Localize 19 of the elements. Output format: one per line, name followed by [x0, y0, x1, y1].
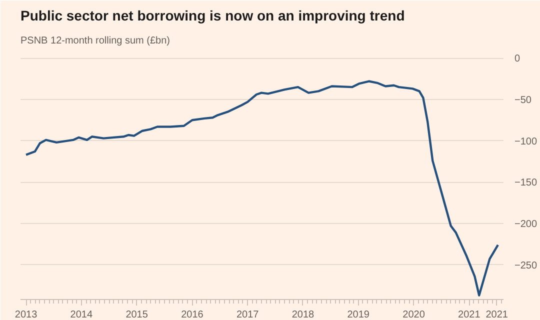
y-tick-label: −100 — [514, 136, 538, 148]
x-tick-label: 2018 — [292, 310, 315, 320]
x-tick-label: 2017 — [236, 310, 260, 320]
y-tick-label: −150 — [514, 178, 538, 189]
chart-subtitle: PSNB 12-month rolling sum (£bn) — [20, 36, 170, 46]
chart-title: Public sector net borrowing is now on an improving trend — [20, 8, 405, 24]
x-tick-label: 2021 — [486, 310, 508, 320]
x-tick-label: 2014 — [70, 310, 93, 320]
line-series — [24, 80, 500, 296]
x-tick-label: 2015 — [126, 310, 148, 320]
x-tick-label: 2019 — [347, 310, 370, 320]
x-tick-label: 2020 — [402, 310, 426, 320]
y-tick-label: 0 — [514, 54, 520, 65]
y-tick-label: −50 — [514, 94, 532, 106]
x-tick-label: 2013 — [14, 310, 38, 320]
y-tick-label: −250 — [514, 260, 538, 272]
x-tick-label: 2021 — [458, 310, 481, 320]
y-tick-label: −200 — [514, 218, 538, 230]
x-tick-label: 2016 — [181, 310, 204, 320]
